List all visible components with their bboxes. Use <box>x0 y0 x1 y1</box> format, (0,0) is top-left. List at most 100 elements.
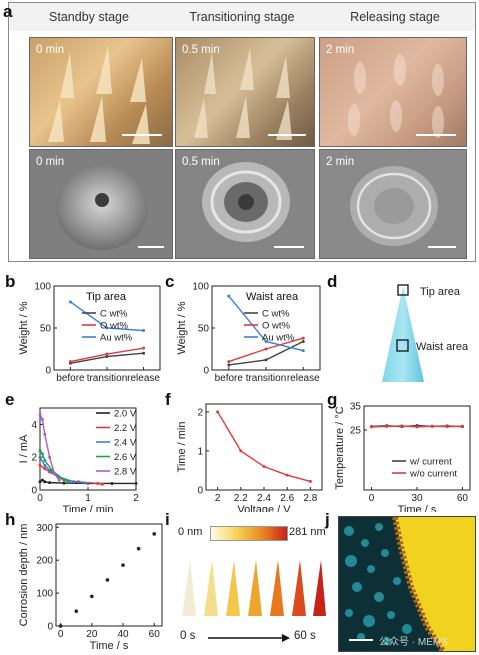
needle-diagram <box>382 284 424 382</box>
y-tick-label: 100 <box>34 282 51 293</box>
data-point <box>239 449 243 453</box>
panel-label: j <box>325 510 330 529</box>
y-tick-label: 200 <box>36 556 53 567</box>
cone-0s <box>182 560 196 616</box>
data-point <box>227 360 231 364</box>
x-tick-label: 0 <box>37 493 43 504</box>
data-point <box>136 546 141 551</box>
data-point <box>67 480 71 484</box>
data-point <box>38 480 42 484</box>
panel-label: e <box>5 390 15 409</box>
header-standby: Standby stage <box>9 3 170 31</box>
data-point <box>43 467 47 471</box>
data-point <box>86 481 90 485</box>
series-line <box>216 411 311 483</box>
chart-annotation: Waist area <box>246 291 299 303</box>
x-axis-label: Time / min <box>63 504 114 512</box>
y-axis-label: Weight / % <box>176 301 188 354</box>
chart-b-tip-area: 0 50 100 before transition release Weight / % T… <box>18 282 161 384</box>
data-point <box>68 300 72 304</box>
y-axis-label: I / mA <box>18 434 30 463</box>
optical-image-standby: 0 min <box>29 37 173 147</box>
panel-label: i <box>165 510 170 529</box>
data-point <box>62 478 66 482</box>
x-tick-label: before <box>56 373 85 384</box>
y-tick-label: 2 <box>197 407 203 418</box>
x-tick-label: release <box>127 373 160 384</box>
legend-label: Au wt% <box>100 333 133 344</box>
x-tick-label: 2.2 <box>234 493 248 504</box>
y-tick-label: 50 <box>40 324 52 335</box>
data-point <box>301 336 305 340</box>
panel-label: g <box>327 390 338 409</box>
data-point <box>227 294 231 298</box>
needle-array-standby <box>48 46 150 144</box>
x-tick-label: release <box>287 373 320 384</box>
y-tick-label: 25 <box>350 426 362 437</box>
y-axis-label: Corrosion depth / nm <box>18 524 30 627</box>
data-point <box>40 452 44 456</box>
scale-bar <box>428 246 456 248</box>
x-tick-label: 60 <box>149 629 161 640</box>
y-tick-label: 100 <box>192 282 209 293</box>
data-point <box>40 417 44 421</box>
data-point <box>445 425 449 429</box>
y-tick-label: 4 <box>31 420 37 431</box>
data-point <box>227 363 231 367</box>
header-transitioning: Transitioning stage <box>169 3 316 31</box>
data-point <box>216 410 220 414</box>
optical-image-releasing: 2 min <box>319 37 467 147</box>
legend-label: w/ current <box>409 457 452 468</box>
sem-image-standby: 0 min <box>29 149 173 259</box>
x-tick-label: transition <box>246 373 287 384</box>
panel-label: b <box>5 272 16 291</box>
watermark-text: 公众号 · MEMS <box>379 637 448 648</box>
data-point <box>48 455 52 459</box>
panel-label: f <box>165 390 171 409</box>
time-label: 2 min <box>326 156 355 168</box>
data-point <box>43 432 47 436</box>
y-tick-label: 1 <box>197 446 203 457</box>
data-point <box>152 532 157 536</box>
y-axis-label: Weight / % <box>18 301 30 354</box>
x-tick-label: 0 <box>369 493 375 504</box>
data-point <box>105 326 109 330</box>
data-point <box>121 563 125 567</box>
panel-label: d <box>327 272 338 291</box>
x-tick-label: before <box>215 373 244 384</box>
x-tick-label: transition <box>87 373 128 384</box>
scale-min-label: 0 nm <box>178 526 203 538</box>
chart-annotation: Tip area <box>86 291 127 303</box>
legend-label: 2.4 V <box>114 438 137 449</box>
panel-label: c <box>165 272 175 291</box>
scale-bar <box>268 134 306 136</box>
data-point <box>285 473 289 477</box>
y-tick-label: 2 <box>31 453 37 464</box>
cone-series <box>182 560 326 616</box>
data-point <box>142 329 146 333</box>
data-point <box>262 465 266 469</box>
data-point <box>264 339 268 343</box>
chart-h-corrosion-depth: 0 100 200 300 0 20 40 60 Corrosion depth / nm Tim… <box>18 523 163 652</box>
data-point <box>264 347 268 351</box>
time-label: 0.5 min <box>182 156 220 168</box>
cone-10s <box>204 560 218 616</box>
data-point <box>43 463 47 467</box>
needle-array-releasing <box>348 54 444 138</box>
chart-g-temperature: 25 35 0 30 60 Temperature / °C Time / s w/ curr… <box>334 402 471 512</box>
tip-area-label: Tip area <box>420 286 460 298</box>
x-tick-label: 20 <box>86 629 98 640</box>
panel-i: 0 nm 281 nm 0 s 60 s <box>176 516 326 652</box>
y-tick-label: 300 <box>36 523 53 534</box>
optical-image-transitioning: 0.5 min <box>175 37 315 147</box>
data-point <box>58 624 63 628</box>
data-point <box>38 449 42 453</box>
data-point <box>48 481 52 485</box>
y-tick-label: 0 <box>45 366 51 377</box>
data-point <box>43 480 47 484</box>
time-label: 0 min <box>36 156 65 168</box>
data-point <box>301 339 305 343</box>
plot-frame <box>39 407 137 491</box>
panel-d: Tip area Waist area <box>340 278 476 388</box>
data-point <box>43 458 47 462</box>
